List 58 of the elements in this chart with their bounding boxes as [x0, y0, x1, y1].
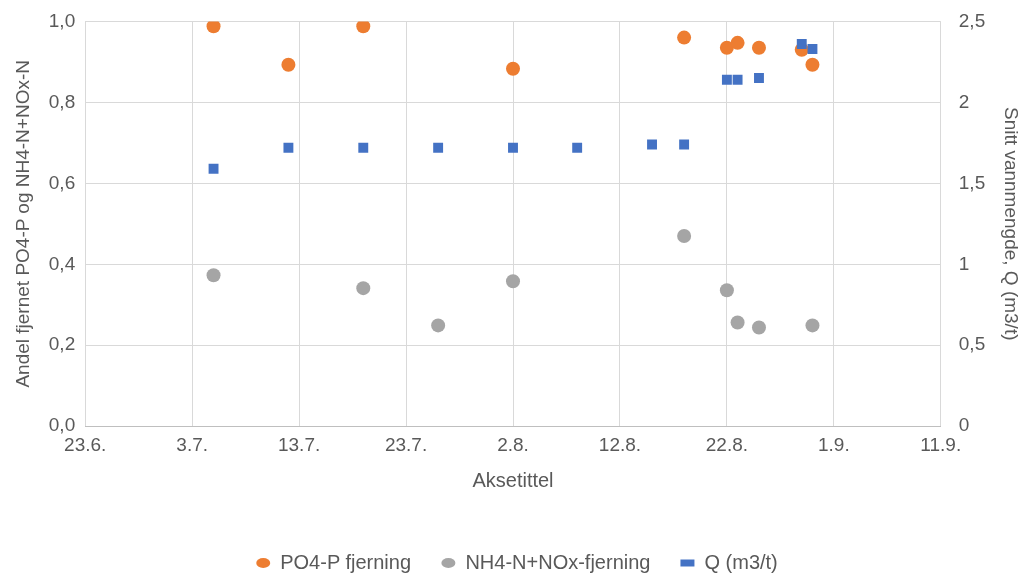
y2-tick-label: 2 [958, 90, 970, 112]
point [754, 73, 764, 84]
x-tick-label: 2.8. [497, 433, 529, 455]
y-tick-label: 0,8 [48, 90, 76, 112]
point [730, 315, 745, 330]
point [805, 57, 820, 72]
point [356, 281, 371, 296]
x-tick-label: 23.6. [64, 433, 107, 455]
point [572, 142, 583, 153]
x-tick-label: 3.7. [176, 433, 209, 455]
point [433, 142, 444, 153]
point [721, 74, 732, 85]
x-tick-label: 11.9. [920, 433, 962, 455]
point [807, 43, 818, 54]
point [796, 39, 807, 50]
point [719, 283, 734, 298]
x-tick-label: 13.7. [277, 433, 321, 455]
point [732, 74, 743, 85]
x-tick-label: 12.8. [598, 433, 642, 455]
y-tick-label: 0,2 [48, 333, 76, 355]
y-axis-title: Andel fjernet PO4-P og NH4-N+NOx-N [11, 60, 33, 388]
y-tick-label: 1,0 [48, 9, 76, 31]
point [751, 40, 766, 55]
point [730, 35, 745, 50]
y-tick-label: 0,0 [48, 414, 76, 436]
legend-label: PO4-P fjerning [280, 550, 412, 573]
y2-tick-label: 0,5 [958, 333, 986, 355]
point [677, 228, 692, 243]
y2-axis-title: Snitt vannmengde, Q (m3/t) [1001, 107, 1023, 341]
y2-tick-label: 0 [958, 414, 970, 436]
point [208, 163, 219, 174]
point [358, 142, 369, 153]
point [206, 21, 221, 34]
point [431, 318, 446, 333]
point [356, 21, 371, 34]
point [506, 61, 520, 76]
y-tick-label: 0,6 [48, 171, 76, 193]
point [679, 139, 690, 150]
x-tick-label: 1.9. [817, 433, 850, 455]
x-axis-title: Aksetittel [472, 468, 554, 491]
y2-tick-label: 2,5 [958, 9, 986, 31]
point [508, 142, 518, 153]
point [647, 139, 657, 150]
point [283, 142, 294, 153]
legend-label: NH4-N+NOx-fjerning [465, 550, 651, 573]
point [751, 320, 766, 335]
point [506, 274, 520, 289]
y-tick-label: 0,4 [48, 252, 76, 274]
point [281, 57, 296, 72]
point [677, 30, 692, 45]
point [719, 40, 734, 55]
point [805, 318, 820, 333]
x-tick-label: 22.8. [705, 433, 749, 455]
y2-tick-label: 1 [958, 252, 970, 274]
y2-tick-label: 1,5 [958, 171, 986, 193]
x-tick-label: 23.7. [384, 433, 428, 455]
legend-label: Q (m3/t) [704, 550, 778, 573]
point [206, 268, 221, 283]
